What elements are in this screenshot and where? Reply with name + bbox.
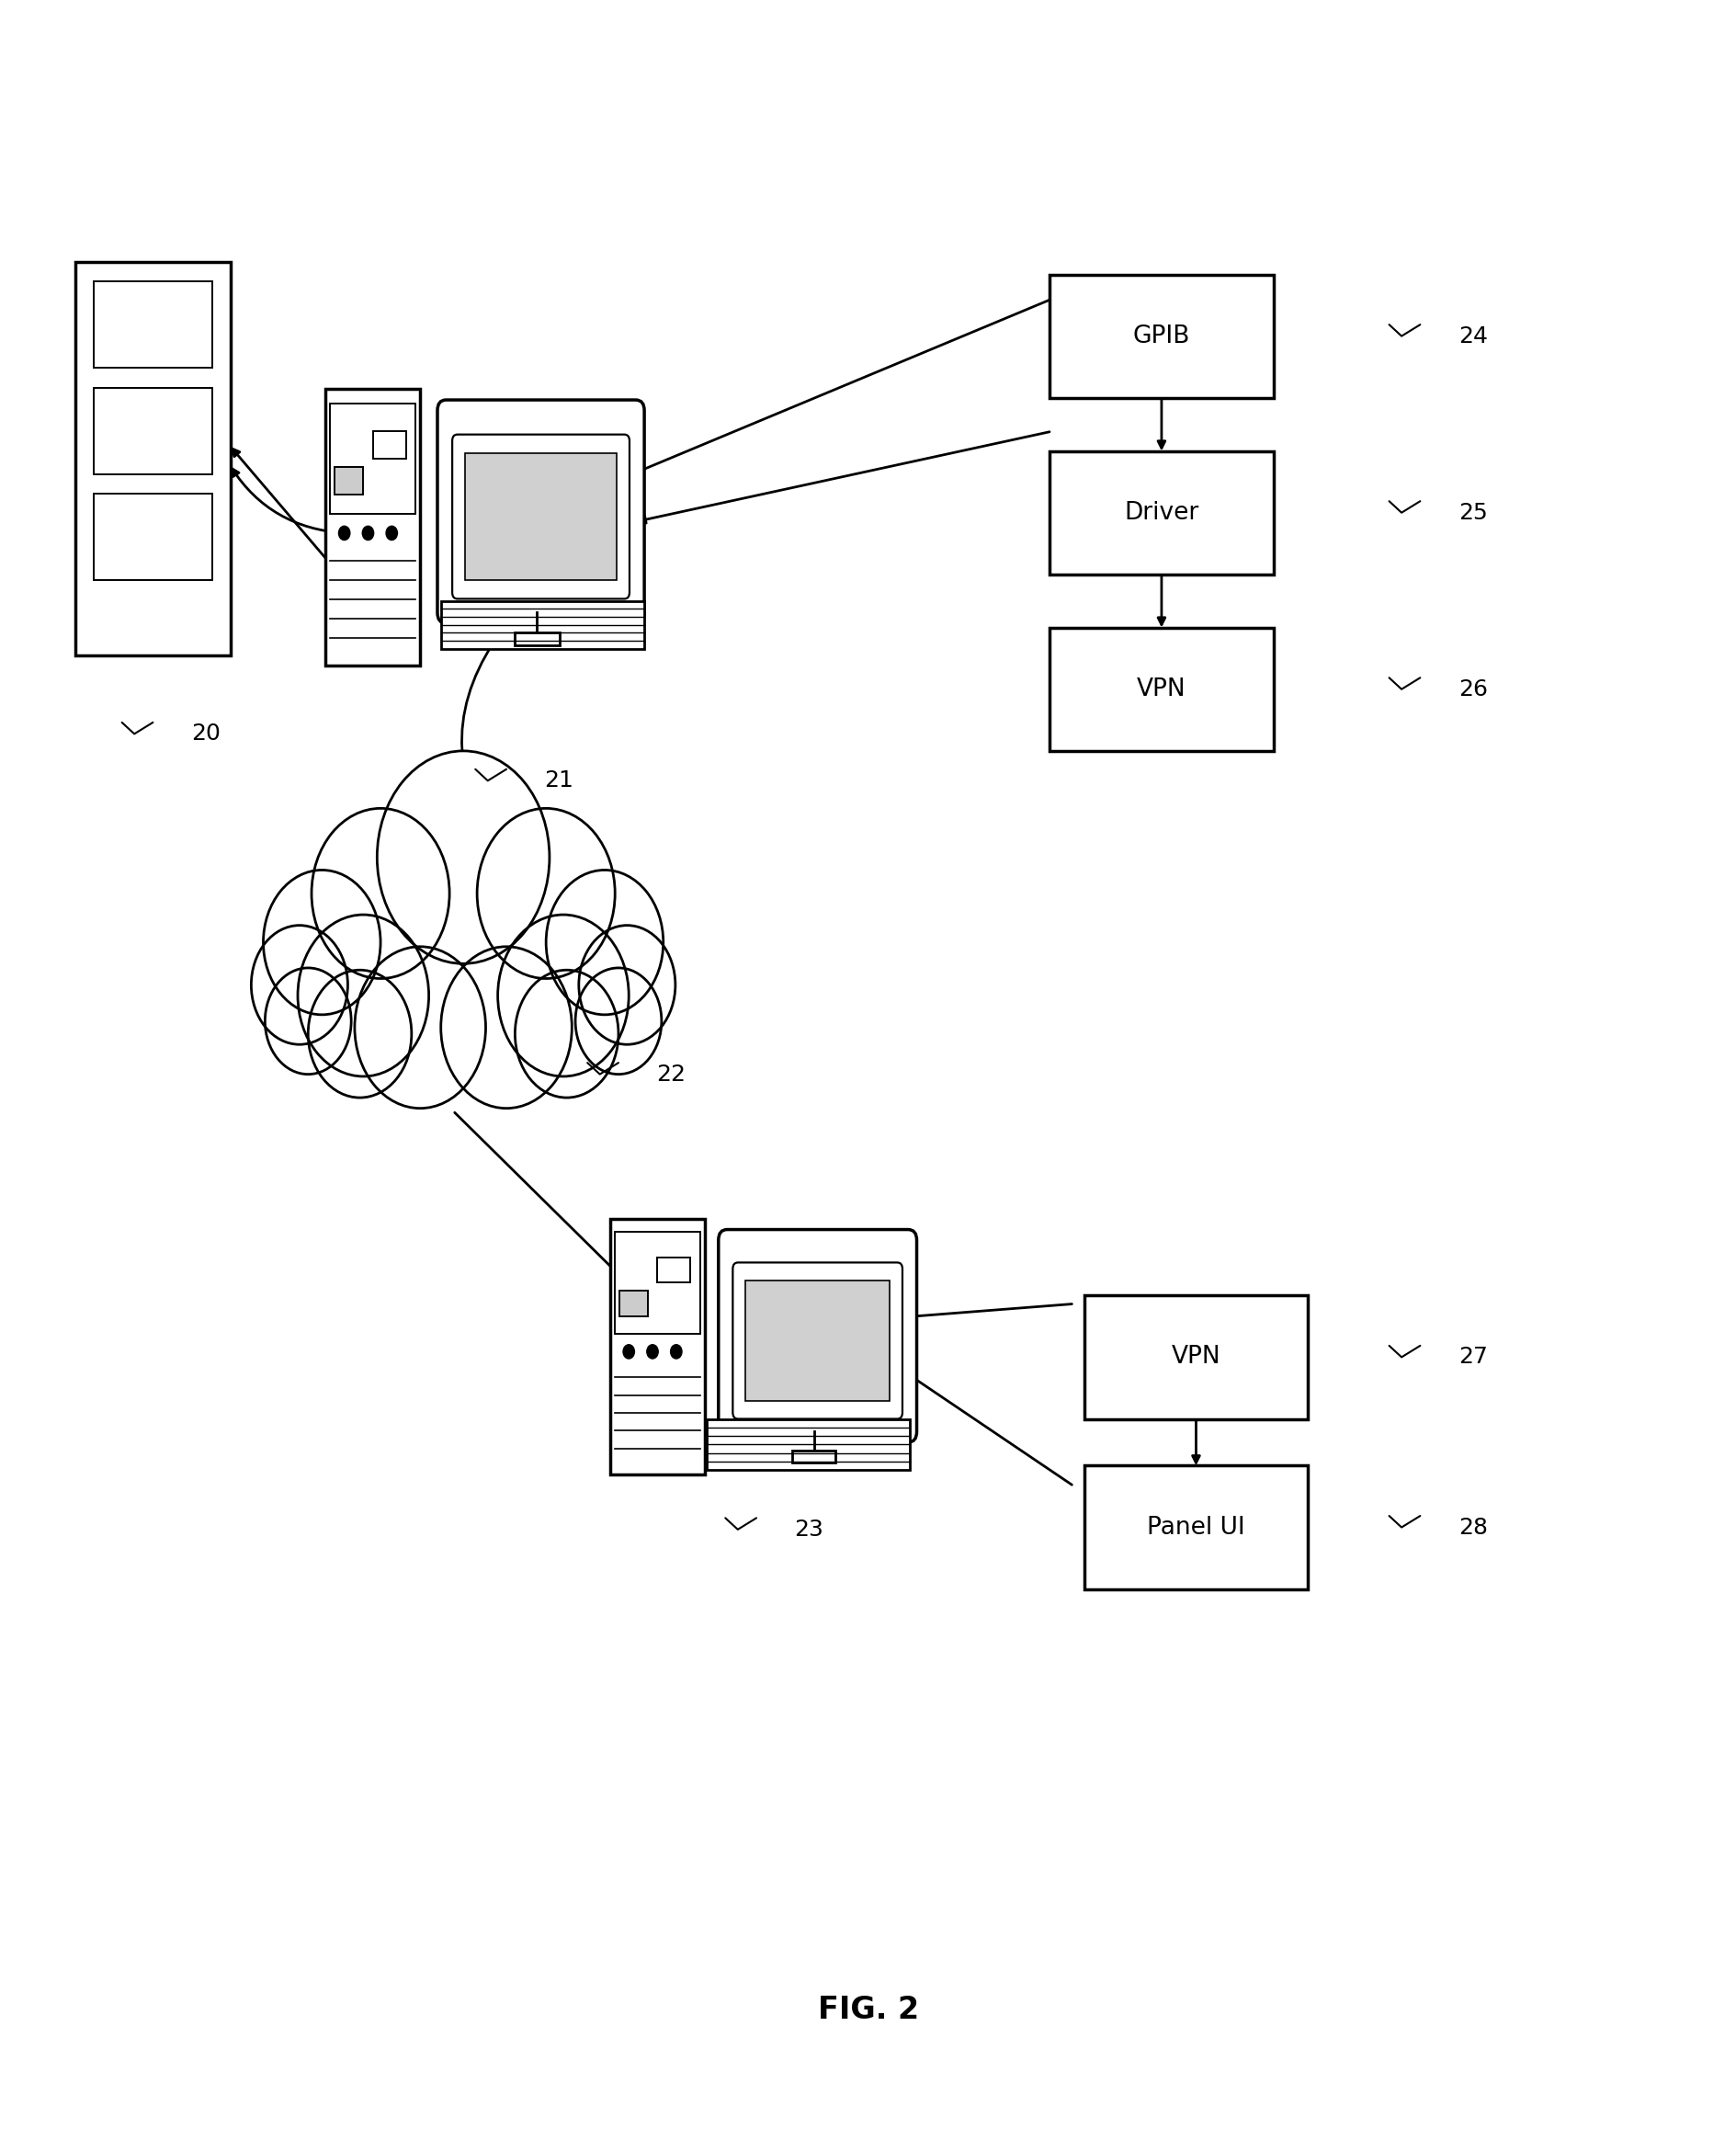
FancyBboxPatch shape bbox=[94, 494, 212, 580]
FancyBboxPatch shape bbox=[745, 1280, 889, 1402]
Circle shape bbox=[578, 924, 675, 1044]
Text: GPIB: GPIB bbox=[1132, 323, 1189, 349]
FancyBboxPatch shape bbox=[441, 601, 644, 648]
FancyBboxPatch shape bbox=[330, 402, 415, 514]
Circle shape bbox=[441, 946, 571, 1109]
Text: 20: 20 bbox=[191, 723, 220, 745]
Circle shape bbox=[252, 924, 347, 1044]
Text: 21: 21 bbox=[543, 770, 573, 792]
FancyBboxPatch shape bbox=[656, 1256, 691, 1282]
Text: VPN: VPN bbox=[1170, 1346, 1220, 1370]
FancyBboxPatch shape bbox=[437, 400, 644, 623]
Circle shape bbox=[307, 969, 411, 1098]
FancyBboxPatch shape bbox=[1049, 627, 1272, 751]
Circle shape bbox=[266, 967, 351, 1074]
Text: 24: 24 bbox=[1457, 325, 1486, 347]
Text: VPN: VPN bbox=[1137, 676, 1186, 702]
FancyBboxPatch shape bbox=[94, 387, 212, 475]
FancyBboxPatch shape bbox=[465, 454, 616, 580]
Text: 23: 23 bbox=[793, 1519, 823, 1541]
Circle shape bbox=[339, 526, 351, 539]
Text: Panel UI: Panel UI bbox=[1146, 1515, 1245, 1539]
Circle shape bbox=[646, 1344, 658, 1359]
FancyBboxPatch shape bbox=[325, 389, 420, 666]
FancyBboxPatch shape bbox=[335, 467, 363, 494]
Circle shape bbox=[377, 751, 549, 963]
Text: 22: 22 bbox=[656, 1064, 686, 1085]
FancyBboxPatch shape bbox=[1049, 274, 1272, 398]
FancyBboxPatch shape bbox=[620, 1290, 648, 1316]
FancyBboxPatch shape bbox=[94, 280, 212, 368]
FancyBboxPatch shape bbox=[1083, 1466, 1307, 1590]
Circle shape bbox=[575, 967, 661, 1074]
FancyBboxPatch shape bbox=[1083, 1295, 1307, 1419]
Circle shape bbox=[516, 969, 618, 1098]
Text: 28: 28 bbox=[1457, 1517, 1486, 1539]
FancyBboxPatch shape bbox=[373, 430, 406, 458]
FancyBboxPatch shape bbox=[1049, 452, 1272, 574]
FancyBboxPatch shape bbox=[707, 1419, 910, 1470]
Circle shape bbox=[363, 526, 373, 539]
Circle shape bbox=[477, 809, 615, 978]
Text: FIG. 2: FIG. 2 bbox=[818, 1994, 918, 2024]
Circle shape bbox=[297, 914, 429, 1076]
Circle shape bbox=[670, 1344, 682, 1359]
FancyBboxPatch shape bbox=[733, 1263, 903, 1419]
Circle shape bbox=[385, 526, 398, 539]
FancyBboxPatch shape bbox=[609, 1220, 705, 1474]
FancyBboxPatch shape bbox=[451, 434, 628, 599]
FancyBboxPatch shape bbox=[75, 261, 231, 655]
FancyBboxPatch shape bbox=[792, 1451, 835, 1462]
Text: 25: 25 bbox=[1457, 501, 1486, 524]
FancyBboxPatch shape bbox=[514, 633, 559, 644]
FancyBboxPatch shape bbox=[615, 1233, 700, 1333]
Circle shape bbox=[354, 946, 486, 1109]
FancyBboxPatch shape bbox=[719, 1230, 917, 1442]
Circle shape bbox=[264, 871, 380, 1014]
Circle shape bbox=[623, 1344, 634, 1359]
Circle shape bbox=[545, 871, 663, 1014]
Circle shape bbox=[498, 914, 628, 1076]
Circle shape bbox=[311, 809, 450, 978]
Text: 26: 26 bbox=[1457, 678, 1486, 700]
Text: 27: 27 bbox=[1457, 1346, 1486, 1367]
Text: Driver: Driver bbox=[1123, 501, 1198, 524]
